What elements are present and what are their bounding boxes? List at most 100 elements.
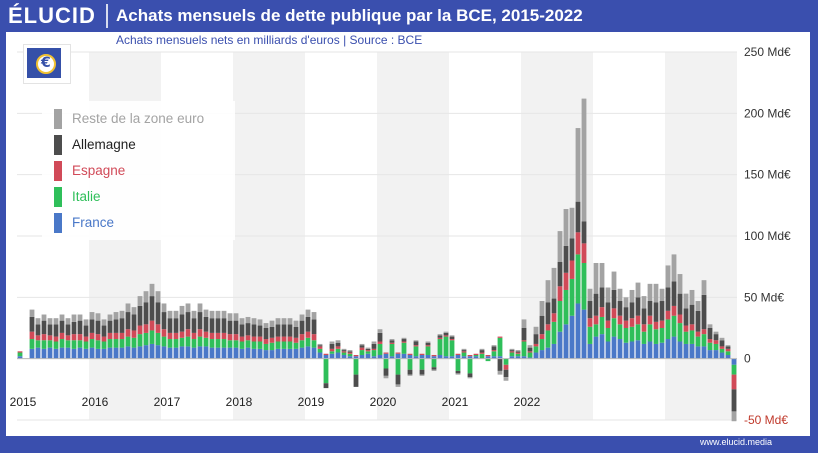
x-tick-label: 2015: [10, 395, 37, 409]
bar-segment: [173, 318, 179, 333]
bar-segment: [221, 347, 227, 359]
bar-segment: [143, 332, 149, 346]
bar-segment: [131, 337, 137, 348]
bar-segment: [251, 318, 257, 325]
bar-segment: [515, 350, 521, 352]
bar-segment: [629, 318, 635, 327]
bar-segment: [107, 339, 113, 348]
bar-segment: [575, 232, 581, 255]
chart-title: Achats mensuels de dette publique par la…: [116, 6, 583, 25]
bar-segment: [683, 308, 689, 326]
bar-segment: [419, 374, 425, 376]
bar-segment: [125, 303, 131, 313]
bar-segment: [695, 346, 701, 359]
bar-segment: [449, 336, 455, 340]
bar-segment: [683, 293, 689, 309]
bar-segment: [725, 346, 731, 349]
bar-segment: [149, 343, 155, 359]
bar-segment: [461, 348, 467, 351]
bar-segment: [503, 364, 509, 370]
bar-segment: [347, 351, 353, 353]
bar-segment: [389, 343, 395, 357]
bar-segment: [611, 318, 617, 337]
bar-segment: [395, 353, 401, 359]
bar-segment: [77, 320, 83, 335]
bar-segment: [431, 367, 437, 370]
bar-segment: [683, 331, 689, 344]
bar-segment: [413, 345, 419, 347]
bar-segment: [167, 347, 173, 359]
bar-segment: [251, 336, 257, 342]
bar-segment: [155, 324, 161, 333]
bar-segment: [53, 324, 59, 337]
bar-segment: [35, 318, 41, 325]
bar-segment: [185, 346, 191, 359]
bar-segment: [323, 354, 329, 359]
bar-segment: [239, 324, 245, 337]
bar-segment: [713, 340, 719, 344]
bar-segment: [557, 331, 563, 359]
bar-segment: [197, 329, 203, 337]
y-axis-ticks: 250 Md€ 200 Md€ 150 Md€ 100 Md€ 50 Md€ 0 -50 M…: [744, 45, 791, 427]
bar-segment: [359, 345, 365, 348]
bar-segment: [353, 356, 359, 359]
bar-segment: [179, 331, 185, 338]
bar-segment: [209, 332, 215, 340]
bar-segment: [53, 341, 59, 349]
bar-segment: [347, 352, 353, 354]
bar-segment: [227, 313, 233, 321]
bar-segment: [131, 330, 137, 338]
bar-segment: [701, 294, 707, 330]
bar-segment: [437, 335, 443, 338]
bar-segment: [167, 318, 173, 333]
legend-label-espagne: Espagne: [72, 163, 126, 178]
bar-segment: [359, 350, 365, 355]
bar-segment: [419, 354, 425, 359]
bar-segment: [611, 289, 617, 309]
bar-segment: [233, 334, 239, 341]
bar-segment: [53, 336, 59, 342]
bar-segment: [503, 369, 509, 378]
bar-segment: [317, 343, 323, 346]
bar-segment: [473, 353, 479, 355]
legend: Reste de la zone euro Allemagne Espagne …: [42, 101, 235, 240]
bar-segment: [641, 343, 647, 359]
bar-segment: [341, 352, 347, 355]
y-tick-label: -50 Md€: [744, 413, 788, 427]
bar-segment: [257, 336, 263, 342]
bar-segment: [659, 288, 665, 302]
bar-segment: [269, 320, 275, 327]
bar-segment: [695, 310, 701, 332]
bar-segment: [581, 243, 587, 263]
bar-segment: [47, 347, 53, 359]
bar-segment: [281, 348, 287, 359]
bar-segment: [263, 343, 269, 351]
bar-segment: [257, 319, 263, 326]
bar-segment: [701, 280, 707, 295]
bar-segment: [95, 334, 101, 341]
bar-segment: [149, 320, 155, 331]
bar-segment: [419, 358, 425, 370]
bar-segment: [491, 345, 497, 347]
x-tick-label: 2021: [442, 395, 469, 409]
y-tick-label: 50 Md€: [744, 290, 784, 304]
bar-segment: [557, 261, 563, 287]
bar-segment: [113, 332, 119, 340]
bar-segment: [425, 346, 431, 355]
bar-segment: [383, 375, 389, 379]
bar-segment: [431, 356, 437, 359]
bar-segment: [401, 342, 407, 354]
bar-segment: [281, 318, 287, 325]
bar-segment: [65, 324, 71, 336]
bar-segment: [77, 314, 83, 321]
bar-segment: [203, 346, 209, 359]
bar-segment: [611, 271, 617, 290]
bar-segment: [191, 339, 197, 348]
bar-segment: [209, 318, 215, 333]
bar-segment: [311, 347, 317, 359]
bar-segment: [407, 374, 413, 376]
bar-segment: [689, 324, 695, 331]
bar-segment: [449, 356, 455, 359]
bar-segment: [443, 332, 449, 336]
bar-segment: [521, 356, 527, 359]
